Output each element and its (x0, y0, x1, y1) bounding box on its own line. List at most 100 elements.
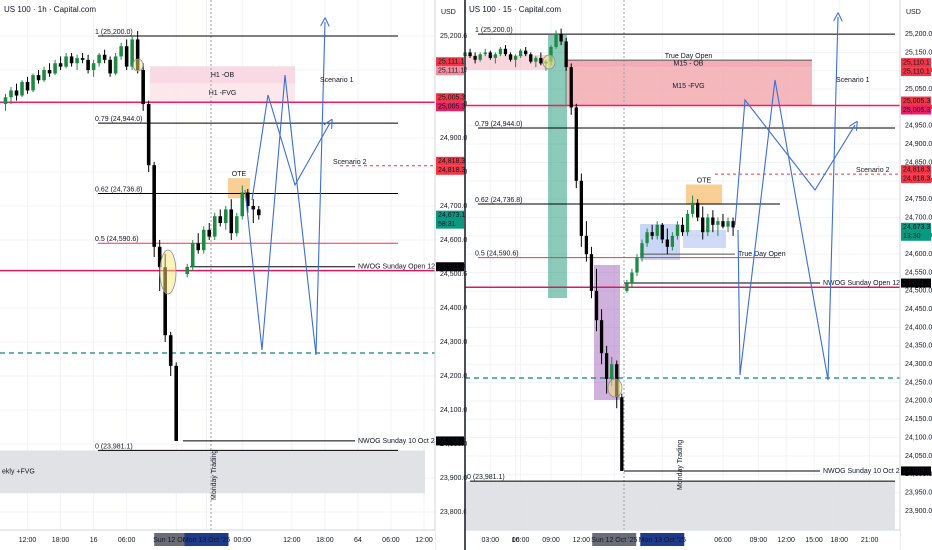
price-label-text: 25,111.1 (438, 68, 464, 75)
candle-body (584, 235, 589, 255)
zone-label: M15 - OB (674, 60, 704, 67)
y-tick-label: 24,300.0 (440, 339, 467, 346)
candle-body (36, 75, 41, 81)
price-label-text: 25,110.1 (903, 59, 930, 66)
y-tick-label: 24,050.0 (905, 453, 932, 460)
candle-body (223, 209, 228, 224)
candle-body (675, 224, 680, 236)
candle-body (168, 335, 173, 366)
candle-body (620, 397, 624, 471)
x-tick-label: Sun 12 Oct '25 (153, 537, 199, 544)
y-tick-label: 24,200.0 (440, 373, 467, 380)
price-label-text: 24,818.3 (903, 175, 930, 182)
candle-body (229, 209, 234, 234)
price-label-text: 24,009.0 (903, 468, 930, 475)
x-tick-label: 12:00 (19, 537, 37, 544)
candle-body (42, 70, 46, 81)
x-tick-label: 18:00 (831, 537, 849, 544)
x-tick-label: 06:00 (714, 537, 732, 544)
candle-body (251, 206, 256, 210)
candle-body (685, 213, 690, 233)
marker-ellipse (132, 58, 144, 72)
y-tick-label: 25,050.0 (905, 86, 932, 93)
candle-body (174, 365, 178, 441)
candle-body (498, 48, 503, 55)
candle-body (721, 221, 725, 227)
candle-body (157, 246, 162, 268)
x-tick-label: 64 (354, 537, 362, 544)
date-highlight (184, 533, 229, 546)
scenario-path (244, 22, 325, 356)
countdown: 58:31 (438, 221, 456, 228)
y-tick-label: 24,600.0 (440, 237, 467, 244)
price-label (436, 93, 464, 103)
y-tick-label: 24,600.0 (905, 251, 932, 258)
candle-body (706, 217, 710, 233)
candle-body (53, 63, 57, 74)
y-tick-label: 24,500.0 (905, 288, 932, 295)
candle-body (64, 56, 68, 67)
x-tick-label: 09:00 (542, 537, 560, 544)
price-label-text: 24,521.3 (903, 280, 930, 287)
candle-body (493, 54, 497, 58)
x-tick-label: 12:00 (777, 537, 795, 544)
zone-label: M15 -FVG (672, 83, 704, 90)
x-tick-label: Sun 12 Oct '25 (591, 537, 637, 544)
candle-body (508, 54, 513, 60)
annotation: Monday Trading (677, 440, 684, 490)
candle-body (25, 81, 30, 91)
y-tick-label: 24,900.0 (440, 135, 467, 142)
zone-label: OTE (697, 177, 712, 184)
x-tick-label: 12:00 (283, 537, 301, 544)
level-label: 0.5 (24,590.6) (475, 250, 519, 257)
candle-body (513, 56, 518, 60)
price-label (436, 210, 464, 229)
price-label-text: 24,818.3 (438, 167, 465, 174)
level-label: 0.79 (24,944.0) (95, 116, 142, 123)
candle-body (731, 221, 735, 228)
candle-body (594, 290, 599, 321)
x-tick-label: 03:00 (482, 537, 500, 544)
y-tick-label: 24,350.0 (905, 343, 932, 350)
candle-body (135, 39, 140, 71)
candle-body (3, 97, 8, 105)
x-tick-label: 12:00 (415, 537, 433, 544)
candle-body (245, 192, 250, 207)
price-label (436, 156, 464, 166)
candle-body (75, 58, 79, 64)
price-label-text: 25,110.1 (903, 68, 930, 75)
x-tick-label: 00:00 (234, 537, 252, 544)
price-label (436, 436, 464, 446)
y-tick-label: 23,950.0 (905, 489, 932, 496)
candle-body (604, 353, 609, 379)
candle-body (130, 39, 134, 67)
x-tick-label: Mon 13 Oct '25 (183, 537, 230, 544)
candle-body (190, 243, 195, 267)
candle-body (645, 232, 649, 244)
candle-body (655, 224, 659, 236)
annotation: Scenario 2 (333, 159, 367, 166)
candle-body (69, 56, 74, 64)
level-label: NWOG Sunday Open 12 Oct 2025 (823, 280, 930, 287)
candle-body (20, 81, 24, 96)
price-label (901, 58, 931, 68)
candle-body (670, 235, 675, 247)
candle-body (716, 221, 720, 225)
candle-body (119, 46, 123, 57)
candle-body (690, 202, 695, 214)
candle-body (701, 217, 705, 233)
y-tick-label: 24,500.0 (440, 271, 467, 278)
y-tick-label: 24,100.0 (905, 434, 932, 441)
x-tick-label: 21:00 (861, 537, 879, 544)
price-label (436, 165, 464, 175)
candle-body (124, 46, 129, 67)
candle-body (97, 54, 101, 64)
y-tick-label: 25,200.0 (905, 31, 932, 38)
y-tick-label: 24,950.0 (905, 123, 932, 130)
x-tick-label: 15:00 (805, 537, 823, 544)
x-tick-label: 06:00 (118, 537, 136, 544)
y-tick-label: 24,900.0 (905, 141, 932, 148)
y-tick-label: 24,700.0 (905, 214, 932, 221)
candle-body (569, 67, 573, 108)
price-label-text: 25,005.3 (438, 95, 465, 102)
